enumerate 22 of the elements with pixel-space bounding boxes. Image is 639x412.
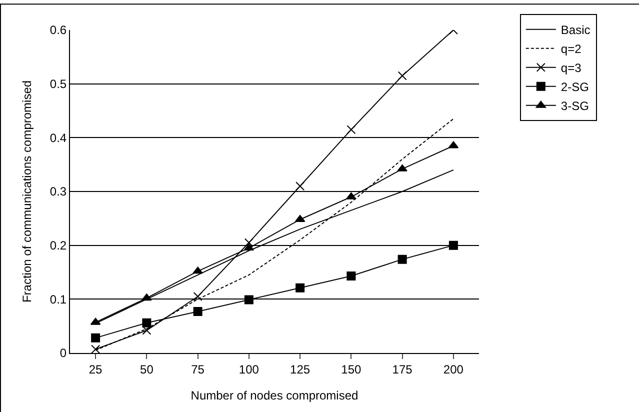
legend-label: 3-SG [560, 99, 589, 114]
x-tick-label: 100 [238, 362, 260, 376]
y-tick-label: 0.1 [50, 292, 67, 306]
x-tick-label: 75 [191, 362, 205, 376]
y-tick-label: 0.3 [50, 184, 67, 199]
x-tick-label: 25 [88, 362, 103, 376]
y-tick-label: 0 [60, 346, 67, 360]
y-tick-label: 0.6 [50, 23, 67, 38]
x-tick-label: 175 [392, 362, 413, 376]
x-tick-label: 150 [341, 362, 362, 376]
y-tick-label: 0.2 [50, 238, 67, 253]
y-axis-title: Fraction of communications compromised [20, 80, 34, 303]
x-axis-title: Number of nodes compromised [190, 388, 358, 402]
x-tick-label: 200 [443, 362, 464, 376]
x-tick-label: 125 [290, 362, 310, 376]
y-tick-label: 0.4 [50, 130, 67, 145]
legend-label: Basic [560, 23, 590, 38]
y-tick-label: 0.5 [50, 77, 67, 92]
legend-label: 2-SG [560, 80, 589, 94]
legend-label: q=2 [560, 42, 582, 56]
legend-label: q=3 [560, 61, 582, 76]
x-tick-label: 50 [140, 362, 154, 376]
